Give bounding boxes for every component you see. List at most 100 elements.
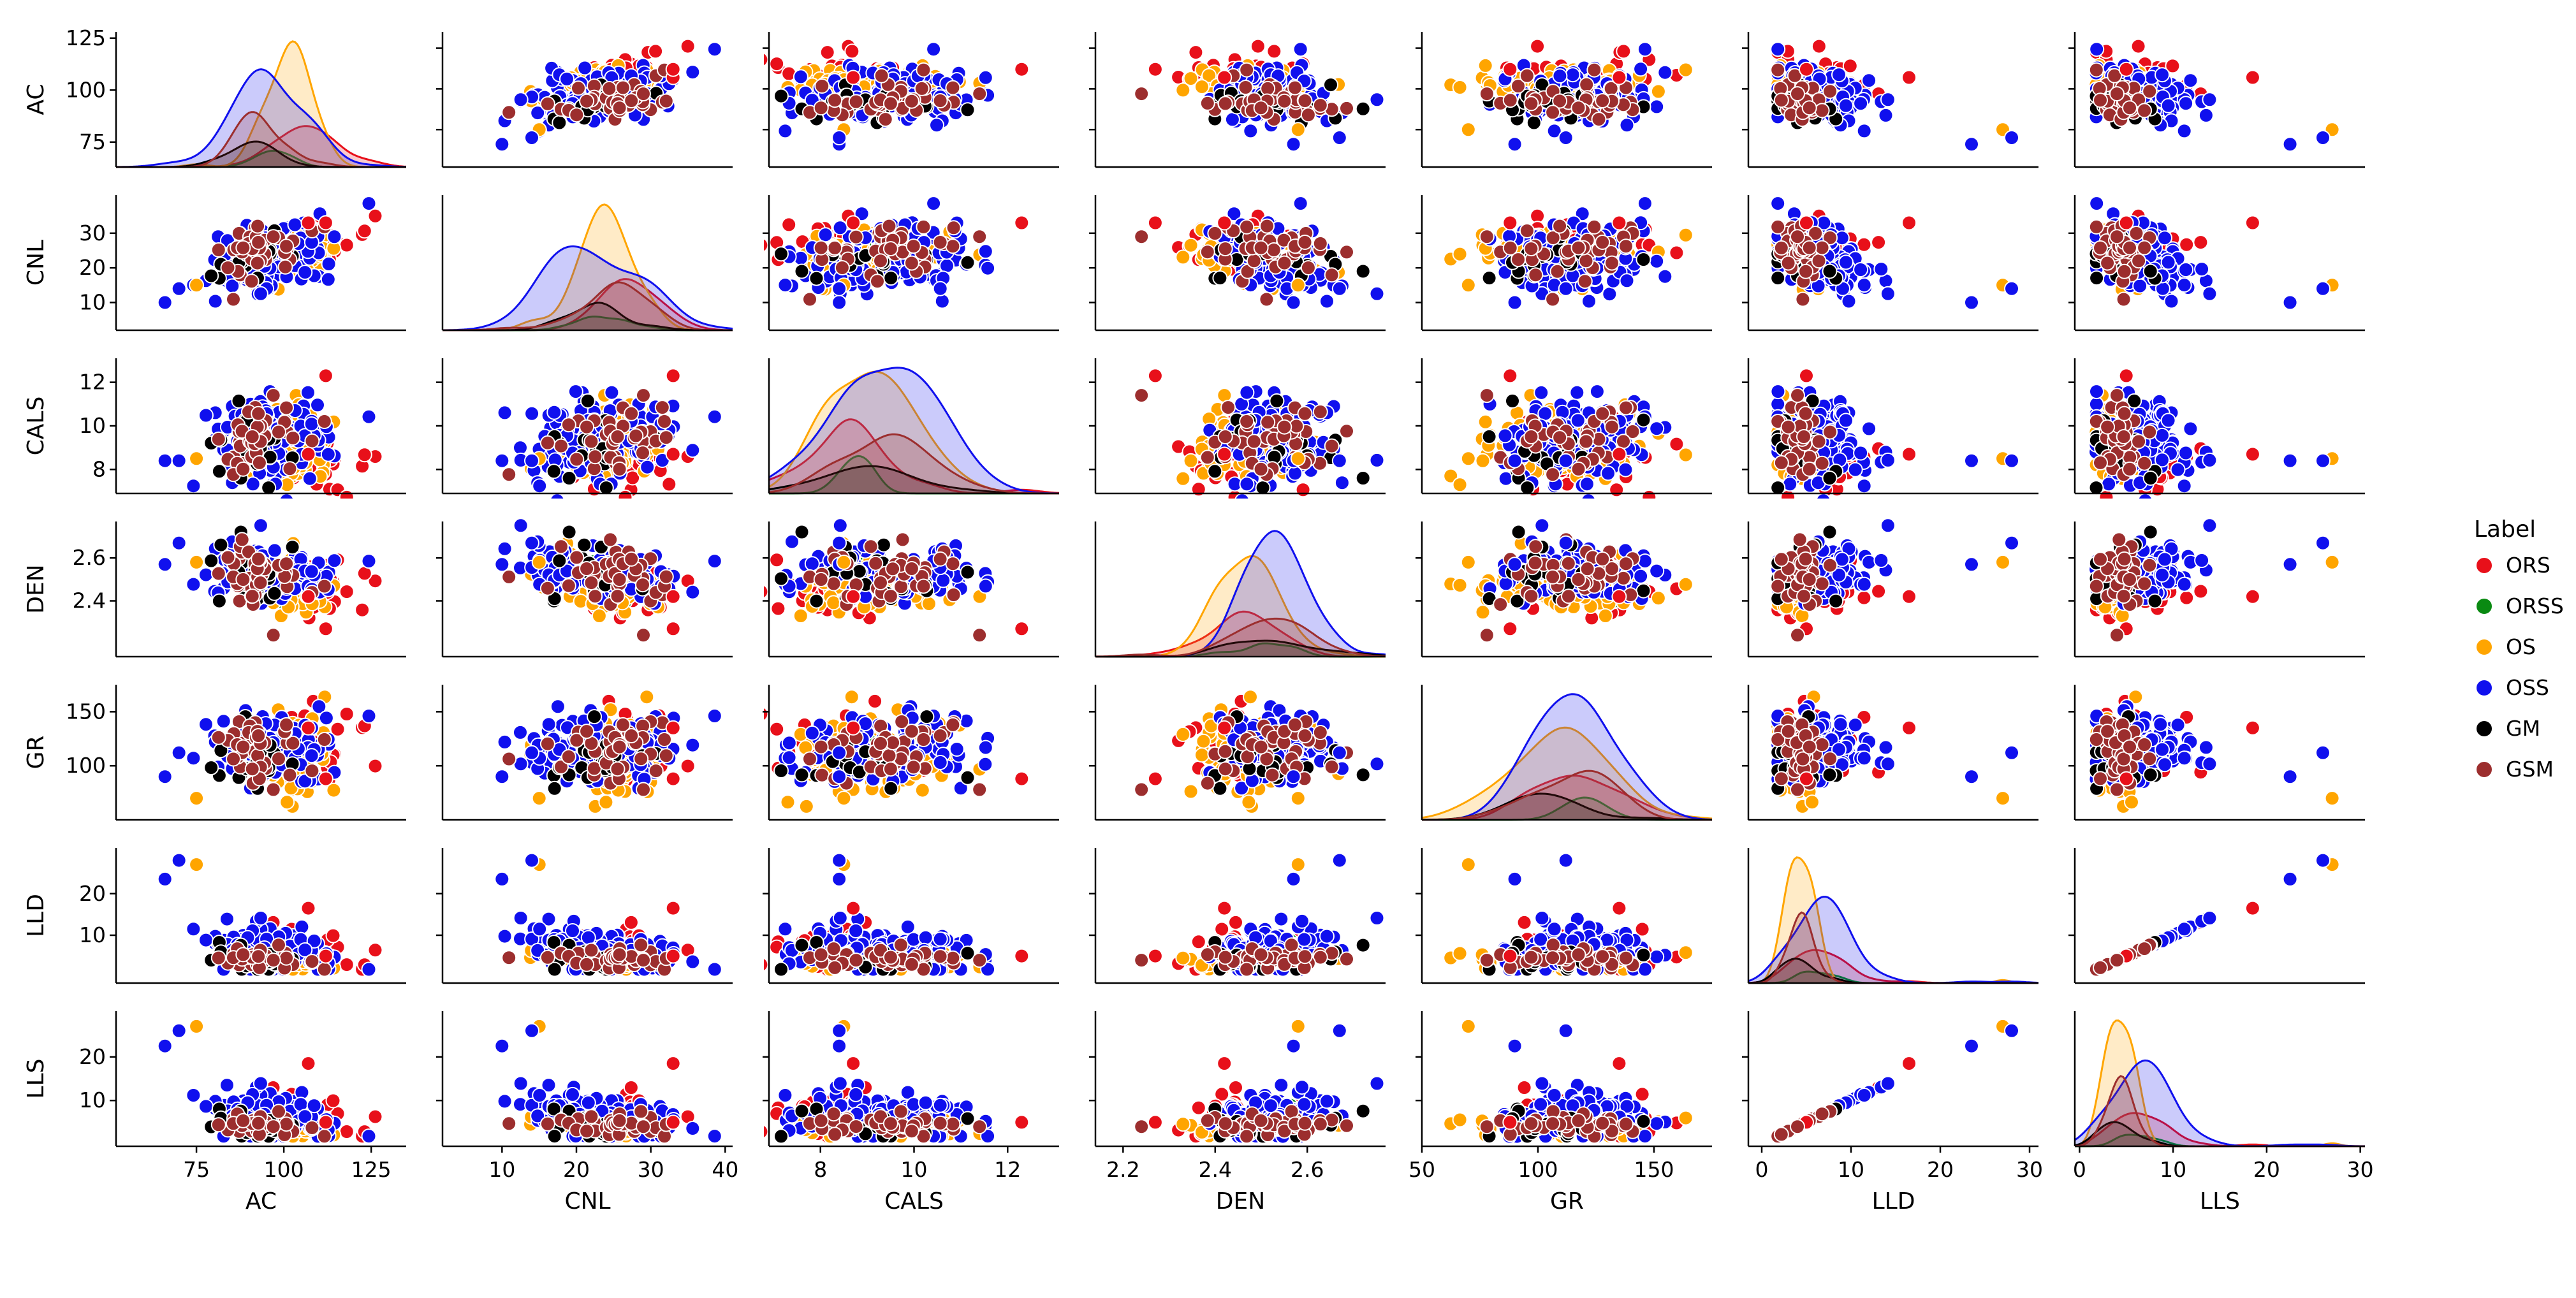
point-ORS (1188, 45, 1204, 61)
point-OSS (2157, 230, 2172, 246)
point-GSM (1246, 434, 1262, 449)
point-GM (552, 115, 567, 131)
point-OSS (1334, 475, 1350, 491)
point-OSS (1331, 281, 1347, 296)
point-GSM (827, 92, 843, 108)
point-OSS (1873, 261, 1889, 277)
point-ORS (665, 446, 681, 462)
point-OSS (832, 220, 848, 236)
kde-fill-OS (769, 372, 1059, 493)
point-OSS (1637, 196, 1653, 212)
point-OSS (1964, 295, 1979, 310)
point-GSM (2142, 84, 2158, 99)
point-GSM (1324, 438, 1340, 454)
point-GSM (251, 455, 267, 470)
point-OSS (2183, 73, 2199, 89)
point-GM (1355, 101, 1371, 117)
point-OSS (2160, 98, 2176, 113)
point-ORS (339, 237, 355, 253)
point-ORS (1217, 446, 1233, 462)
point-GSM (1479, 229, 1495, 245)
point-GSM (1798, 263, 1814, 279)
point-GSM (579, 419, 595, 435)
point-GSM (235, 461, 251, 477)
point-ORS (1609, 482, 1625, 498)
point-ORS (1641, 489, 1657, 499)
point-GSM (249, 255, 265, 271)
point-OS (1175, 82, 1191, 98)
point-OSS (1657, 268, 1673, 284)
point-GSM (1324, 267, 1340, 283)
point-GSM (265, 388, 281, 404)
point-OS (1183, 71, 1199, 87)
point-OS (1452, 246, 1468, 262)
point-GSM (877, 112, 893, 128)
point-OSS (2160, 254, 2176, 270)
point-ORS (2179, 237, 2195, 252)
point-GSM (2116, 263, 2132, 279)
point-GSM (904, 255, 919, 271)
point-OSS (2282, 136, 2298, 152)
panel-CALS-vs-DEN (1089, 358, 1386, 499)
point-GSM (2131, 253, 2147, 269)
point-OSS (2089, 41, 2105, 57)
point-GSM (1339, 423, 1354, 439)
point-GSM (870, 273, 885, 289)
point-OSS (2155, 67, 2170, 83)
point-GSM (1790, 86, 1805, 102)
point-OSS (524, 453, 539, 469)
point-GSM (265, 229, 281, 245)
point-GSM (1519, 68, 1535, 84)
point-GSM (2109, 229, 2125, 245)
point-GSM (210, 242, 226, 258)
point-ORS (1799, 215, 1814, 231)
point-GSM (905, 238, 921, 254)
point-GSM (2100, 255, 2116, 271)
point-GSM (1239, 219, 1255, 235)
point-ORS (1147, 368, 1163, 384)
point-OS (1452, 80, 1468, 95)
point-GSM (657, 414, 672, 429)
point-ORS (1811, 38, 1827, 54)
point-OSS (1878, 107, 1894, 123)
point-OSS (706, 409, 722, 425)
point-GSM (1578, 253, 1594, 269)
point-GSM (583, 434, 599, 449)
point-GSM (1479, 86, 1495, 102)
point-GSM (1528, 267, 1544, 283)
point-GSM (1259, 218, 1275, 234)
point-OSS (1243, 123, 1259, 139)
point-GSM (1523, 241, 1539, 257)
point-OSS (207, 293, 223, 309)
point-GM (883, 270, 899, 286)
point-GSM (834, 260, 850, 275)
kde-fill-ORS (769, 419, 1059, 493)
point-GSM (1239, 414, 1255, 429)
point-GSM (1246, 253, 1262, 269)
point-OSS (977, 244, 993, 259)
point-OSS (1546, 123, 1562, 139)
point-ORS (339, 489, 355, 499)
point-OSS (171, 281, 187, 296)
point-GM (960, 254, 976, 270)
point-GSM (615, 80, 631, 96)
kde-line-GSM (443, 281, 733, 332)
point-OS (1443, 468, 1459, 484)
point-GSM (244, 273, 260, 289)
point-GSM (873, 253, 888, 269)
point-OSS (550, 493, 565, 499)
point-ORS (1295, 482, 1311, 498)
point-GM (231, 393, 247, 409)
y-tick-label: 20 (79, 255, 106, 280)
point-GSM (1801, 240, 1817, 256)
point-OS (1460, 277, 1476, 293)
point-GM (1822, 263, 1838, 279)
point-GSM (636, 388, 651, 404)
point-OS (1175, 249, 1191, 265)
point-GM (1770, 270, 1786, 286)
point-GSM (1134, 86, 1150, 102)
point-GSM (1790, 229, 1805, 245)
point-GSM (1199, 244, 1215, 260)
point-OSS (777, 123, 793, 139)
